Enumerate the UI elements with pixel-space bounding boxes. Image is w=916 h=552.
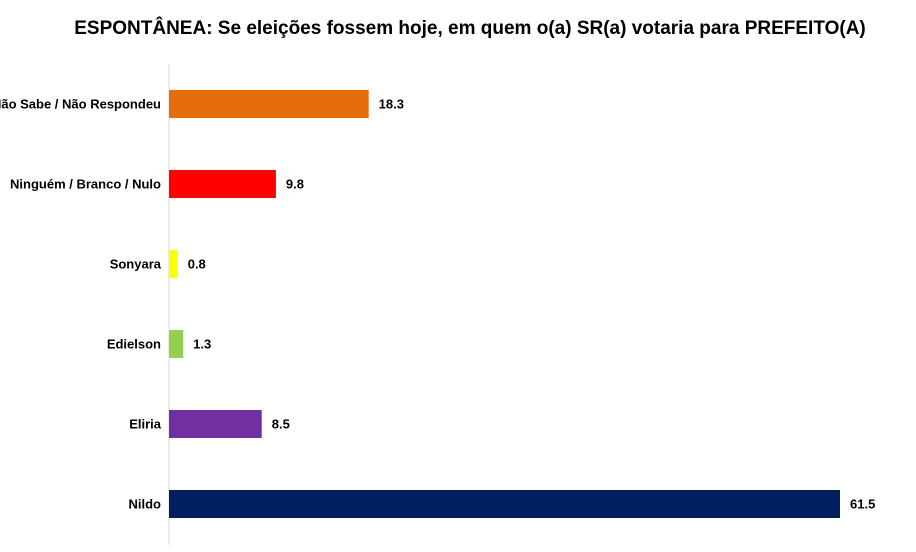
chart-title: ESPONTÂNEA: Se eleições fossem hoje, em … [74, 18, 866, 39]
value-label-5: 61.5 [850, 497, 875, 512]
value-label-2: 0.8 [188, 257, 206, 272]
value-label-0: 18.3 [379, 97, 404, 112]
category-label-3: Edielson [107, 337, 161, 352]
bar-5 [169, 490, 840, 518]
category-label-2: Sonyara [110, 257, 162, 272]
value-label-4: 8.5 [272, 417, 290, 432]
bar-0 [169, 90, 369, 118]
category-label-4: Eliria [129, 417, 162, 432]
bar-1 [169, 170, 276, 198]
value-label-1: 9.8 [286, 177, 304, 192]
bar-4 [169, 410, 262, 438]
value-label-3: 1.3 [193, 337, 211, 352]
bars-group [169, 90, 840, 518]
bar-3 [169, 330, 184, 358]
category-label-1: Ninguém / Branco / Nulo [10, 177, 161, 192]
category-label-0: Não Sabe / Não Respondeu [0, 97, 161, 112]
value-labels-group: 18.3 9.8 0.8 1.3 8.5 61.5 [188, 97, 876, 512]
category-label-5: Nildo [129, 497, 162, 512]
category-labels-group: Não Sabe / Não Respondeu Ninguém / Branco… [0, 97, 162, 512]
bar-2 [169, 250, 178, 278]
